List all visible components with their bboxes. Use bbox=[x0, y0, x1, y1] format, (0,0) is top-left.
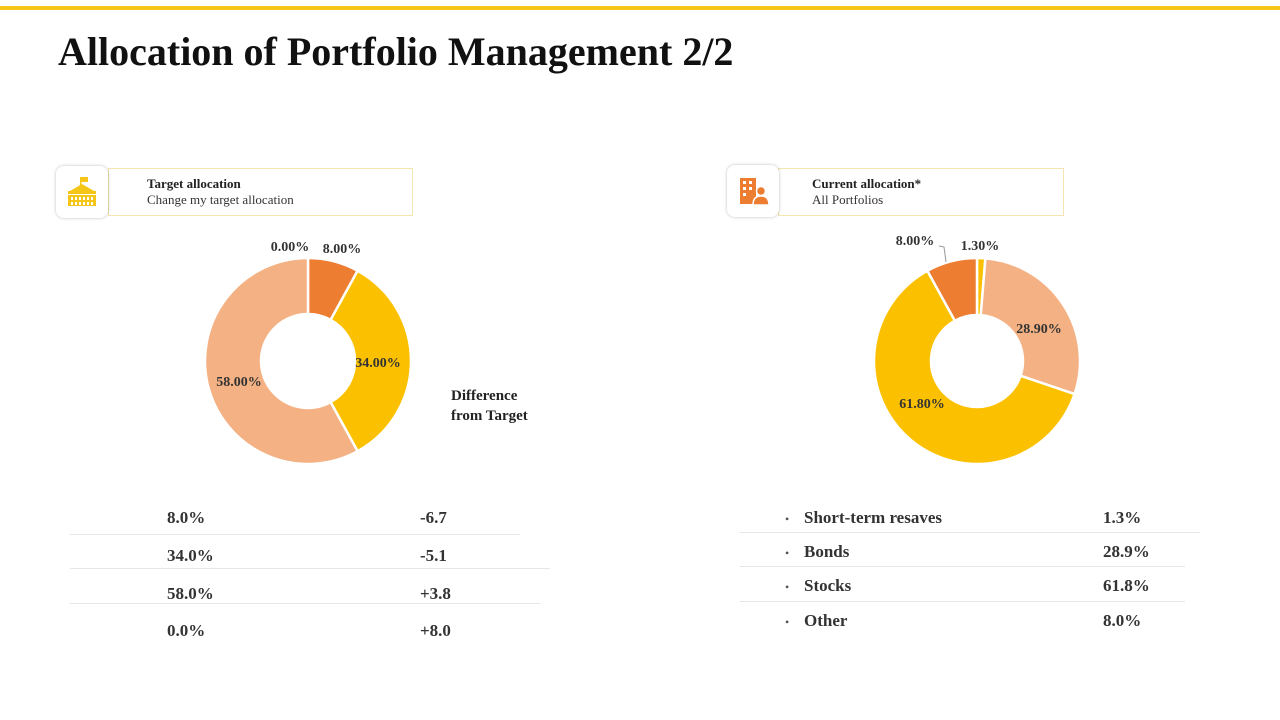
difference-line-1: Difference bbox=[451, 388, 518, 404]
difference-label: Difference from Target bbox=[451, 386, 528, 426]
table-divider bbox=[740, 566, 1185, 567]
leader-line bbox=[938, 245, 947, 263]
donut-data-label: 28.90% bbox=[1016, 322, 1062, 337]
school-building-icon bbox=[56, 166, 108, 218]
donut-slice bbox=[203, 256, 360, 466]
current-allocation-subtitle: All Portfolios bbox=[812, 192, 884, 207]
donut-data-label: 8.00% bbox=[323, 242, 362, 257]
difference-line-2: from Target bbox=[451, 408, 528, 424]
current-row-1-pct: 1.3% bbox=[1103, 508, 1142, 527]
target-row-2-pct: 34.0% bbox=[167, 546, 214, 565]
donut-slice bbox=[328, 269, 413, 453]
table-divider bbox=[740, 601, 1185, 602]
current-row-2-name: Bonds bbox=[804, 542, 850, 561]
table-divider bbox=[70, 568, 550, 569]
donut-slice bbox=[872, 269, 1077, 466]
office-person-icon bbox=[727, 165, 779, 217]
donut-slice bbox=[925, 256, 979, 323]
target-allocation-title: Target allocation bbox=[147, 176, 241, 191]
target-allocation-card[interactable] bbox=[108, 168, 413, 216]
current-row-3-pct: 61.8% bbox=[1103, 576, 1150, 595]
current-row-1-name: Short-term resaves bbox=[804, 508, 943, 527]
donut-data-label: 58.00% bbox=[216, 375, 262, 390]
target-row-4-pct: 0.0% bbox=[167, 621, 206, 640]
current-allocation-title: Current allocation* bbox=[812, 176, 922, 191]
bullet-dot: • bbox=[785, 546, 790, 560]
bullet-dot: • bbox=[785, 615, 790, 629]
target-allocation-donut-chart: 0.00% 8.00% 34.00% 58.00% bbox=[203, 240, 413, 466]
donut-data-label: 61.80% bbox=[899, 397, 945, 412]
target-row-4-diff: +8.0 bbox=[420, 621, 451, 640]
top-accent-bar bbox=[0, 6, 1280, 10]
current-row-4-pct: 8.0% bbox=[1103, 611, 1142, 630]
donut-data-label: 1.30% bbox=[961, 239, 1000, 254]
current-row-4-name: Other bbox=[804, 611, 848, 630]
target-row-3-diff: +3.8 bbox=[420, 584, 451, 603]
donut-data-label: 8.00% bbox=[896, 234, 935, 249]
donut-data-label: 0.00% bbox=[271, 240, 310, 255]
bullet-dot: • bbox=[785, 512, 790, 526]
target-row-2-diff: -5.1 bbox=[420, 546, 447, 565]
page-title: Allocation of Portfolio Management 2/2 bbox=[58, 29, 734, 74]
current-allocation-donut-chart: 1.30% 28.90% 61.80% 8.00% bbox=[872, 234, 1082, 466]
donut-data-label: 34.00% bbox=[355, 356, 401, 371]
target-row-1-diff: -6.7 bbox=[420, 508, 447, 527]
current-row-2-pct: 28.9% bbox=[1103, 542, 1150, 561]
current-row-3-name: Stocks bbox=[804, 576, 852, 595]
table-divider bbox=[740, 532, 1200, 533]
table-divider bbox=[70, 603, 540, 604]
table-divider bbox=[70, 534, 520, 535]
target-row-1-pct: 8.0% bbox=[167, 508, 206, 527]
donut-slice bbox=[979, 256, 1082, 396]
target-row-3-pct: 58.0% bbox=[167, 584, 214, 603]
target-allocation-link[interactable]: Change my target allocation bbox=[147, 192, 294, 207]
bullet-dot: • bbox=[785, 580, 790, 594]
current-allocation-card[interactable] bbox=[778, 168, 1064, 216]
